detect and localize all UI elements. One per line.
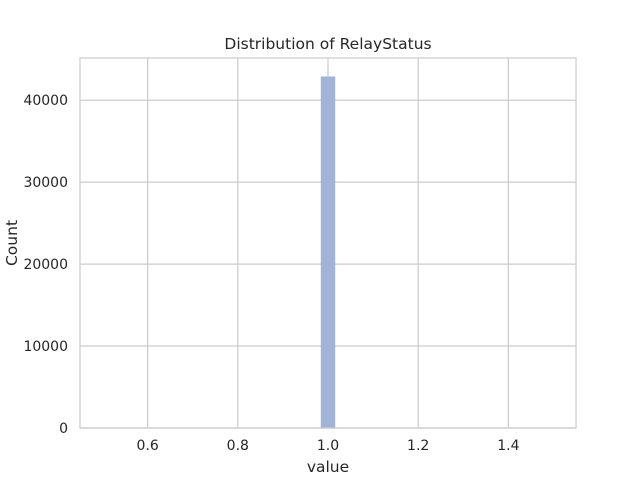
x-tick-label: 1.0 bbox=[317, 438, 339, 454]
x-tick-label: 1.4 bbox=[497, 438, 519, 454]
chart-title: Distribution of RelayStatus bbox=[224, 35, 431, 53]
bars bbox=[320, 76, 336, 428]
y-tick-label: 10000 bbox=[23, 339, 68, 355]
x-tick-label: 1.2 bbox=[407, 438, 429, 454]
y-tick-label: 20000 bbox=[23, 257, 68, 273]
plot-area bbox=[79, 57, 577, 429]
y-tick-label: 0 bbox=[59, 421, 68, 437]
y-tick-label: 30000 bbox=[23, 175, 68, 191]
y-axis-label: Count bbox=[3, 220, 21, 266]
x-axis-label: value bbox=[307, 458, 349, 476]
y-axis-ticks: 0 10000 20000 30000 40000 bbox=[23, 93, 68, 437]
x-tick-label: 0.6 bbox=[137, 438, 159, 454]
x-axis-ticks: 0.6 0.8 1.0 1.2 1.4 bbox=[137, 438, 520, 454]
histogram-bar bbox=[320, 76, 336, 428]
plot-frame bbox=[79, 57, 577, 429]
y-tick-label: 40000 bbox=[23, 93, 68, 109]
x-tick-label: 0.8 bbox=[227, 438, 249, 454]
